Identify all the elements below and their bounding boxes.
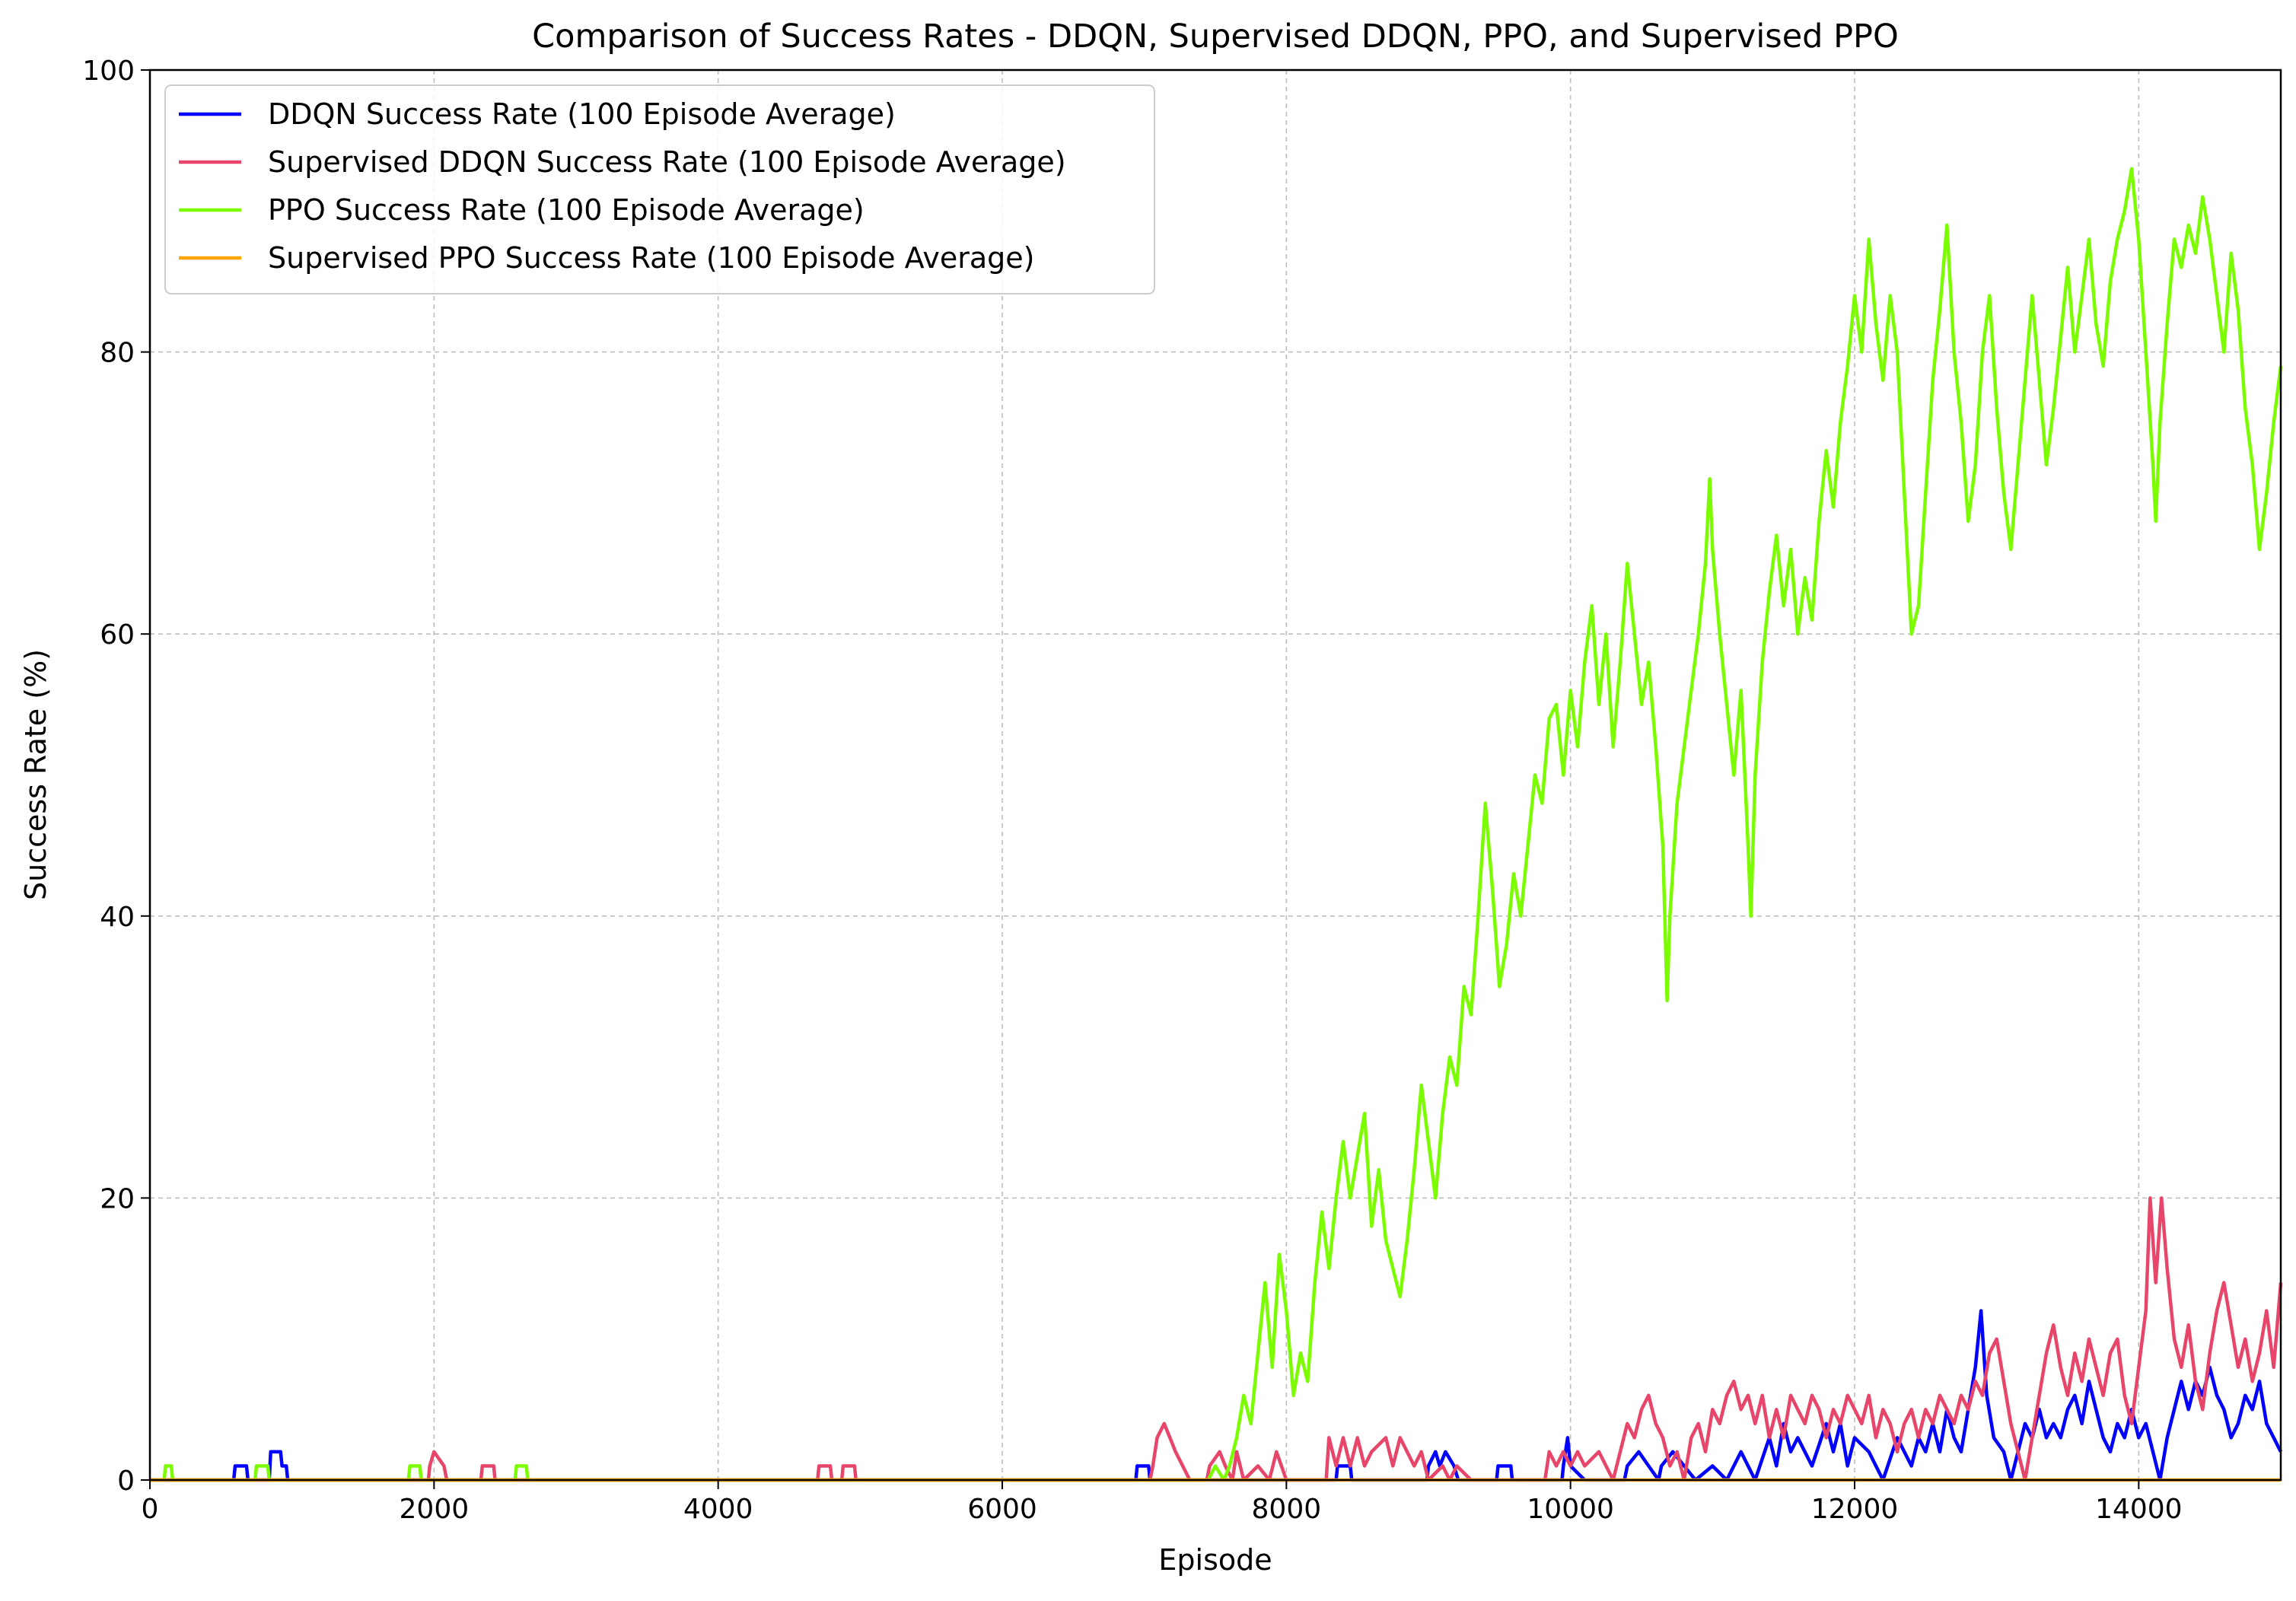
x-tick-label: 14000 — [2095, 1494, 2183, 1525]
x-tick-label: 6000 — [967, 1494, 1037, 1525]
x-tick-label: 0 — [142, 1494, 159, 1525]
y-tick-label: 100 — [82, 56, 135, 87]
y-tick-label: 80 — [100, 338, 135, 369]
legend-box — [164, 84, 1155, 294]
plot-frame — [148, 68, 2282, 1482]
legend-entry: DDQN Success Rate (100 Episode Average) — [268, 97, 896, 131]
y-tick-label: 0 — [117, 1466, 135, 1497]
legend: DDQN Success Rate (100 Episode Average) S… — [164, 84, 1155, 294]
x-axis-label: Episode — [1158, 1543, 1272, 1577]
series-line-ppo-success-rate-100-episode-average — [150, 167, 2283, 1482]
y-axis-label: Success Rate (%) — [19, 649, 53, 900]
legend-entry: Supervised DDQN Success Rate (100 Episod… — [268, 145, 1066, 179]
x-tick-label: 4000 — [683, 1494, 753, 1525]
x-tick-label: 10000 — [1527, 1494, 1614, 1525]
y-tick-label: 40 — [100, 902, 135, 933]
series-line-supervised-ddqn-success-rate-100-episode-average — [150, 1196, 2283, 1482]
x-tick-label: 8000 — [1252, 1494, 1322, 1525]
x-tick-label: 2000 — [400, 1494, 470, 1525]
y-tick-label: 20 — [100, 1183, 135, 1214]
legend-entry: Supervised PPO Success Rate (100 Episode… — [268, 241, 1034, 275]
y-tick-label: 60 — [100, 619, 135, 651]
chart-title: Comparison of Success Rates - DDQN, Supe… — [532, 18, 1899, 56]
legend-entry: PPO Success Rate (100 Episode Average) — [268, 193, 865, 227]
axis-ticks: 0 2000 4000 6000 8000 10000 12000 14000 0 20 40 60 8… — [82, 56, 2182, 1525]
x-tick-label: 12000 — [1811, 1494, 1899, 1525]
